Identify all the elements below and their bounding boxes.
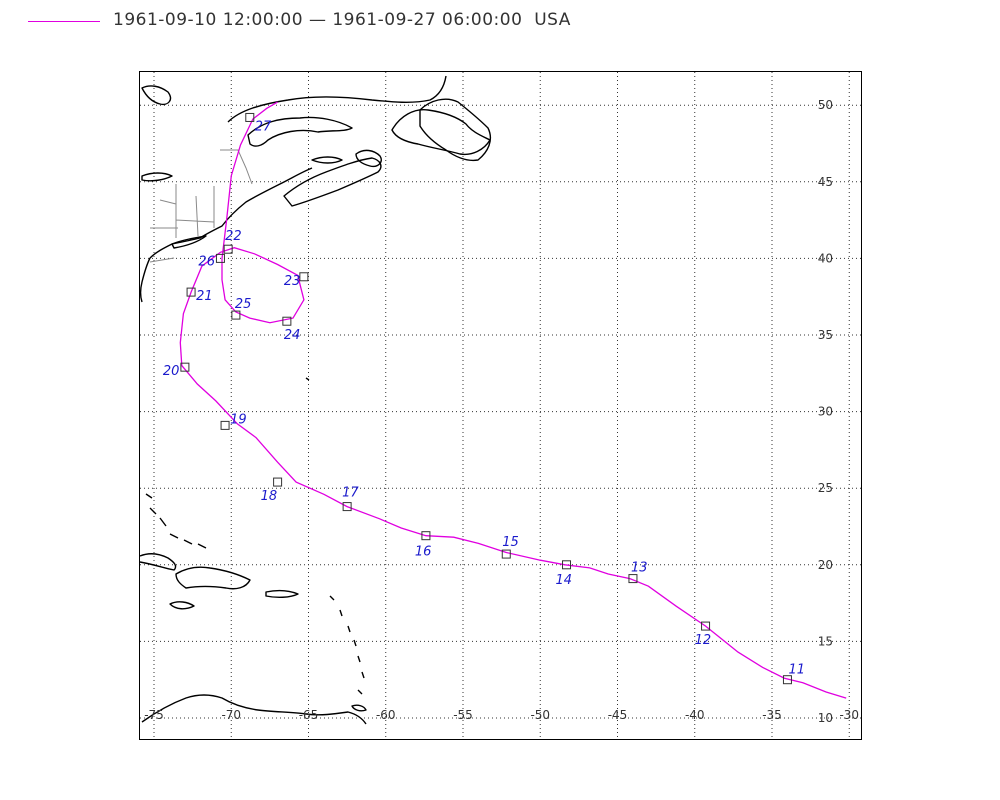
day-label: 26 bbox=[198, 254, 215, 269]
coastline-long-island bbox=[171, 235, 207, 249]
latitude-tick-label: 45 bbox=[818, 175, 833, 189]
day-marker-square bbox=[282, 316, 292, 326]
longitude-tick-label: -50 bbox=[530, 708, 550, 722]
day-marker-square bbox=[180, 362, 190, 372]
day-label: 19 bbox=[230, 412, 247, 427]
coastline-gaspe bbox=[247, 116, 353, 147]
legend-line-swatch bbox=[28, 21, 100, 22]
day-label: 11 bbox=[788, 663, 805, 678]
day-label: 20 bbox=[163, 364, 180, 379]
hurricane-track-line bbox=[179, 101, 847, 699]
day-label: 27 bbox=[255, 119, 272, 134]
day-label: 18 bbox=[261, 489, 278, 504]
coastline-south-america bbox=[141, 694, 367, 725]
longitude-tick-label: -70 bbox=[221, 708, 241, 722]
longitude-tick-label: -45 bbox=[608, 708, 628, 722]
day-label: 24 bbox=[284, 328, 301, 343]
map-frame bbox=[139, 71, 862, 740]
day-marker-square bbox=[245, 112, 255, 122]
latitude-tick-label: 20 bbox=[818, 558, 833, 572]
coastlines bbox=[139, 75, 492, 725]
day-marker-square bbox=[186, 287, 196, 297]
coastline-nova-scotia bbox=[283, 157, 382, 207]
day-label: 21 bbox=[196, 289, 213, 304]
latitude-tick-label: 10 bbox=[818, 711, 833, 725]
day-label: 15 bbox=[502, 535, 519, 550]
coastline-mid-atlantic bbox=[139, 257, 151, 303]
day-marker-square bbox=[223, 244, 233, 254]
day-marker-square bbox=[562, 560, 572, 570]
latitude-tick-label: 40 bbox=[818, 251, 833, 265]
coastline-jamaica bbox=[169, 601, 195, 610]
day-marker-square bbox=[220, 420, 230, 430]
day-marker-square bbox=[501, 549, 511, 559]
day-marker-square bbox=[231, 310, 241, 320]
longitude-tick-label: -40 bbox=[685, 708, 705, 722]
day-marker-square bbox=[782, 675, 792, 685]
axis-labels: -75 -70 -65 -60 -55 -50 -45 -40 -35 -30 10 15 20 25 30… bbox=[144, 98, 859, 725]
day-label: 25 bbox=[235, 297, 252, 312]
coastline-bahamas bbox=[145, 493, 207, 549]
coastline-quebec-north bbox=[227, 75, 447, 123]
day-label: 16 bbox=[415, 545, 432, 560]
legend-date-range: 1961-09-10 12:00:00 — 1961-09-27 06:00:0… bbox=[113, 10, 571, 30]
latitude-tick-label: 30 bbox=[818, 405, 833, 419]
latitude-tick-label: 25 bbox=[818, 481, 833, 495]
day-label: 22 bbox=[225, 229, 242, 244]
coastline-puerto-rico bbox=[265, 589, 299, 599]
day-label: 14 bbox=[556, 573, 573, 588]
coastline-lake-ontario bbox=[141, 172, 173, 182]
coastline-great-lakes bbox=[141, 85, 172, 106]
latitude-tick-label: 35 bbox=[818, 328, 833, 342]
day-marker-square bbox=[701, 621, 711, 631]
coastline-trinidad bbox=[351, 704, 367, 712]
daily-position-markers: 11 12 13 14 15 16 17 18 19 20 21 22 23 24 25 26 27 bbox=[163, 112, 805, 685]
coastline-cape-breton bbox=[355, 149, 382, 168]
legend: 1961-09-10 12:00:00 — 1961-09-27 06:00:0… bbox=[0, 0, 1000, 50]
day-label: 23 bbox=[284, 274, 301, 289]
coastline-lesser-antilles bbox=[329, 595, 365, 695]
coastline-cuba bbox=[139, 553, 177, 571]
longitude-tick-label: -75 bbox=[144, 708, 164, 722]
longitude-tick-label: -35 bbox=[762, 708, 782, 722]
day-label: 17 bbox=[342, 486, 359, 501]
day-marker-square bbox=[215, 253, 225, 263]
state-boundaries bbox=[149, 149, 253, 263]
day-marker-square bbox=[342, 502, 352, 512]
day-label: 13 bbox=[631, 561, 648, 576]
day-marker-square bbox=[628, 574, 638, 584]
longitude-tick-label: -65 bbox=[299, 708, 319, 722]
day-marker-square bbox=[273, 477, 283, 487]
coastline-pei bbox=[311, 156, 343, 164]
longitude-tick-label: -30 bbox=[839, 708, 859, 722]
coastline-hispaniola bbox=[175, 566, 251, 590]
state-boundary-lines bbox=[149, 149, 253, 263]
day-label: 12 bbox=[695, 633, 712, 648]
day-marker-square bbox=[299, 272, 309, 282]
latitude-tick-label: 50 bbox=[818, 98, 833, 112]
longitude-tick-label: -60 bbox=[376, 708, 396, 722]
coastline-bermuda bbox=[305, 377, 310, 381]
longitude-tick-label: -55 bbox=[453, 708, 473, 722]
day-marker-square bbox=[421, 531, 431, 541]
latitude-tick-label: 15 bbox=[818, 634, 833, 648]
coastline-newfoundland bbox=[419, 98, 492, 162]
